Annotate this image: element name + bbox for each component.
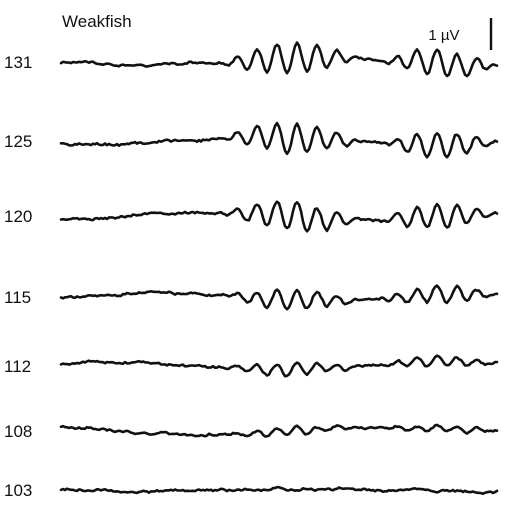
trace-108 — [59, 423, 499, 438]
chart-title: Weakfish — [62, 12, 132, 31]
level-label-103: 103 — [4, 481, 32, 500]
trace-103 — [59, 485, 499, 495]
level-label-112: 112 — [4, 357, 31, 376]
level-label-120: 120 — [4, 207, 32, 226]
trace-112 — [59, 354, 499, 378]
trace-115 — [59, 284, 499, 311]
level-label-115: 115 — [4, 288, 31, 307]
level-label-125: 125 — [4, 132, 32, 151]
level-label-108: 108 — [4, 422, 32, 441]
trace-125 — [59, 121, 499, 159]
trace-group: 131 125 120 115 112 108 103 — [4, 41, 499, 500]
level-label-131: 131 — [4, 53, 32, 72]
scale-bar-label: 1 µV — [428, 27, 459, 44]
trace-120 — [59, 200, 499, 233]
trace-131 — [59, 41, 499, 78]
